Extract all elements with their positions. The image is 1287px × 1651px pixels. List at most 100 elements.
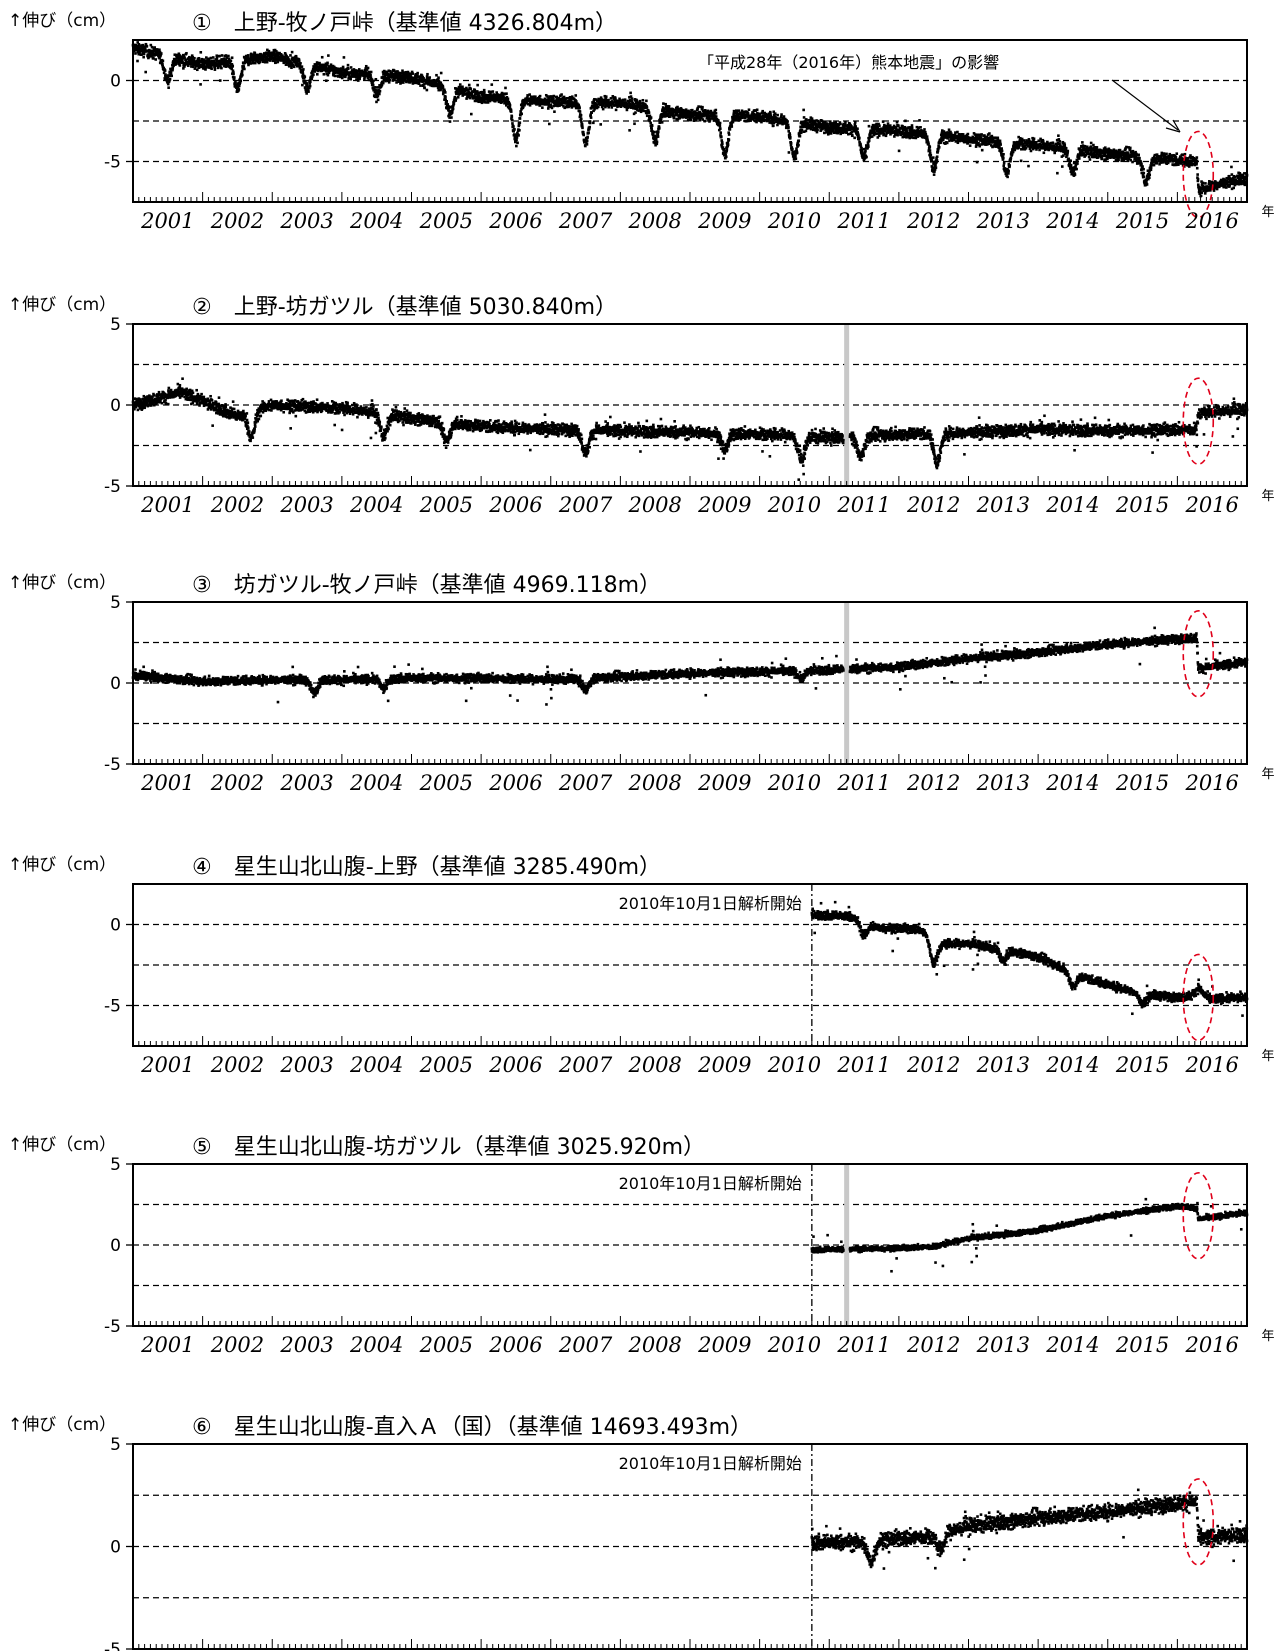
data-point bbox=[376, 98, 380, 102]
data-point bbox=[505, 96, 509, 99]
data-point bbox=[1142, 167, 1145, 171]
data-point bbox=[332, 74, 335, 77]
data-point bbox=[966, 132, 970, 136]
data-point bbox=[225, 56, 229, 60]
data-point bbox=[248, 60, 252, 63]
data-point bbox=[1038, 148, 1041, 152]
data-point bbox=[660, 121, 664, 124]
data-point bbox=[227, 54, 230, 58]
data-point bbox=[656, 135, 660, 138]
data-point bbox=[436, 86, 440, 90]
data-point bbox=[806, 119, 809, 122]
data-point bbox=[581, 126, 584, 130]
data-point bbox=[198, 65, 202, 69]
data-point bbox=[140, 49, 144, 53]
data-point bbox=[364, 67, 367, 70]
data-point bbox=[416, 74, 419, 77]
data-point bbox=[508, 103, 512, 107]
data-point bbox=[196, 68, 199, 72]
data-point bbox=[895, 120, 899, 124]
data-point bbox=[167, 80, 171, 84]
data-point bbox=[378, 89, 382, 93]
data-point bbox=[220, 58, 223, 61]
data-point bbox=[143, 47, 147, 51]
data-point bbox=[308, 79, 312, 82]
data-point bbox=[158, 56, 161, 60]
data-point bbox=[232, 78, 236, 81]
data-point bbox=[249, 52, 253, 56]
data-point bbox=[303, 75, 307, 79]
data-point bbox=[264, 51, 268, 55]
data-point bbox=[872, 133, 876, 137]
data-point bbox=[413, 76, 416, 80]
data-point bbox=[1008, 164, 1011, 167]
data-point bbox=[509, 108, 513, 112]
data-point bbox=[367, 70, 371, 74]
data-point bbox=[419, 84, 422, 87]
data-point bbox=[968, 144, 972, 147]
data-point bbox=[315, 61, 319, 64]
data-point bbox=[193, 67, 197, 70]
data-point bbox=[167, 74, 170, 77]
data-point bbox=[589, 116, 593, 119]
data-point bbox=[897, 124, 900, 128]
data-point bbox=[389, 69, 392, 73]
data-point bbox=[477, 91, 481, 95]
data-point bbox=[411, 72, 415, 75]
data-point bbox=[928, 149, 932, 152]
data-point bbox=[1060, 165, 1064, 168]
data-point bbox=[492, 94, 496, 97]
data-point bbox=[454, 97, 458, 100]
data-point bbox=[553, 110, 556, 113]
data-point bbox=[189, 62, 193, 66]
data-point bbox=[254, 53, 257, 57]
data-point bbox=[724, 155, 728, 159]
data-point bbox=[798, 134, 802, 138]
data-point bbox=[238, 81, 242, 84]
data-point bbox=[787, 129, 791, 133]
data-point bbox=[144, 70, 147, 74]
data-point bbox=[782, 115, 786, 118]
data-point bbox=[747, 108, 751, 112]
data-point bbox=[364, 64, 368, 68]
data-point bbox=[641, 98, 645, 102]
data-point bbox=[289, 54, 292, 57]
data-point bbox=[1142, 171, 1146, 175]
data-point bbox=[560, 93, 563, 96]
data-point bbox=[342, 67, 345, 71]
data-point bbox=[177, 57, 180, 61]
data-point bbox=[159, 54, 162, 58]
data-point bbox=[229, 59, 233, 63]
data-point bbox=[250, 54, 254, 58]
data-point bbox=[417, 82, 421, 85]
data-point bbox=[340, 69, 343, 73]
data-point bbox=[470, 90, 474, 93]
data-point bbox=[446, 103, 450, 106]
data-point bbox=[415, 75, 419, 79]
data-point bbox=[720, 135, 723, 138]
data-point bbox=[656, 133, 660, 136]
data-point bbox=[338, 73, 342, 76]
data-point bbox=[655, 140, 659, 144]
data-point bbox=[365, 72, 369, 75]
data-point bbox=[357, 69, 360, 73]
data-point bbox=[491, 90, 495, 93]
data-point bbox=[434, 81, 438, 85]
data-point bbox=[161, 64, 164, 68]
data-point bbox=[486, 98, 490, 102]
data-point bbox=[672, 116, 676, 120]
data-point bbox=[331, 66, 335, 69]
data-point bbox=[294, 61, 297, 64]
data-point bbox=[160, 61, 164, 64]
data-point bbox=[1002, 156, 1005, 160]
data-point bbox=[929, 153, 933, 157]
data-point bbox=[755, 120, 758, 124]
data-point bbox=[181, 53, 185, 57]
data-point bbox=[1125, 145, 1128, 149]
data-point bbox=[809, 127, 813, 131]
data-point bbox=[320, 55, 324, 59]
data-point bbox=[402, 71, 406, 74]
data-point bbox=[928, 145, 932, 149]
data-point bbox=[422, 83, 426, 86]
data-point bbox=[384, 79, 387, 83]
